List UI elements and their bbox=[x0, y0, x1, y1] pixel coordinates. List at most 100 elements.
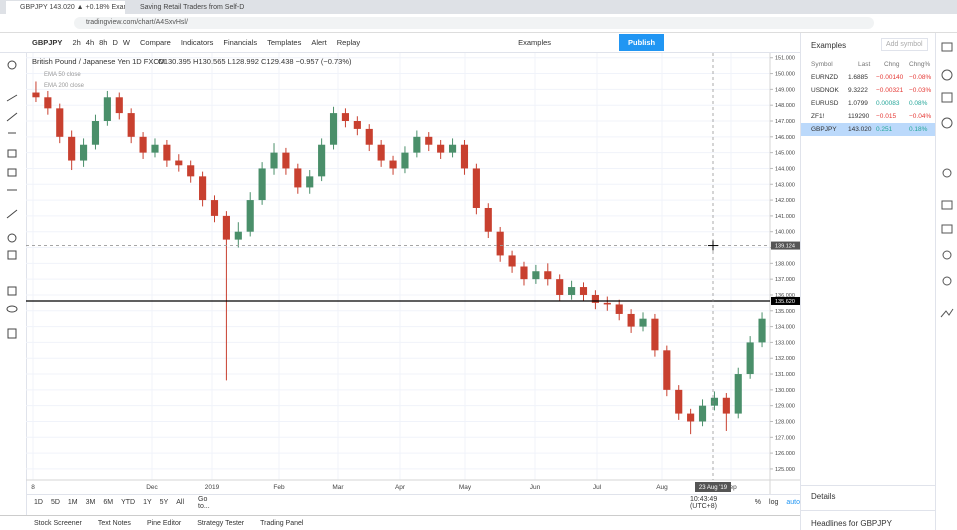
icon[interactable] bbox=[942, 276, 952, 286]
symbol[interactable]: GBPJPY bbox=[32, 38, 63, 47]
icon[interactable] bbox=[941, 224, 953, 234]
candle-body bbox=[377, 144, 385, 161]
watchlist-row[interactable]: EURUSD 1.0799 0.00083 0.08% bbox=[801, 97, 936, 110]
y-tick-label: 128.000 bbox=[775, 419, 795, 425]
add-symbol[interactable]: Add symbol bbox=[881, 38, 928, 51]
icon[interactable] bbox=[7, 60, 17, 70]
candle-body bbox=[460, 144, 469, 169]
candle-body bbox=[698, 405, 707, 422]
right-icons bbox=[935, 33, 957, 530]
scale-option[interactable]: % bbox=[754, 499, 762, 506]
chart: British Pound / Japanese Yen 1D FXCM O13… bbox=[26, 53, 800, 494]
icon[interactable] bbox=[941, 200, 953, 210]
y-tick-label: 141.000 bbox=[775, 214, 795, 220]
range[interactable]: 1D bbox=[34, 499, 43, 506]
watchlist-row[interactable]: ZF1! 119290 −0.015 −0.04% bbox=[801, 110, 936, 123]
bottom-tab[interactable]: Stock Screener bbox=[34, 519, 82, 527]
interval[interactable]: W bbox=[122, 38, 130, 47]
range[interactable]: 3M bbox=[85, 499, 96, 506]
toolbar-item[interactable]: Alert bbox=[311, 38, 327, 47]
candle-body bbox=[44, 97, 52, 109]
watchlist-cell: −0.00321 bbox=[876, 87, 904, 94]
icon[interactable] bbox=[941, 42, 953, 52]
toolbar-item[interactable]: Financials bbox=[223, 38, 258, 47]
candle-body bbox=[163, 144, 171, 161]
icon[interactable] bbox=[7, 168, 17, 177]
date-label-bg bbox=[695, 482, 731, 492]
interval[interactable]: 4h bbox=[85, 38, 95, 47]
icon[interactable] bbox=[942, 250, 952, 260]
bottom-tab[interactable]: Trading Panel bbox=[260, 519, 304, 527]
range[interactable]: 5Y bbox=[159, 499, 169, 506]
x-tick-label: Mar bbox=[332, 484, 344, 491]
range[interactable]: YTD bbox=[121, 499, 136, 506]
url-field[interactable] bbox=[74, 17, 874, 29]
bottom-tab[interactable]: Pine Editor bbox=[146, 519, 182, 527]
bottom-tab[interactable]: Strategy Tester bbox=[197, 519, 245, 527]
details[interactable]: Details bbox=[811, 492, 836, 501]
watchlist-row[interactable]: USDNOK 9.3222 −0.00321 −0.03% bbox=[801, 84, 936, 97]
candle-body bbox=[79, 144, 88, 161]
range[interactable]: 6M bbox=[103, 499, 114, 506]
candle-body bbox=[651, 318, 659, 351]
icon[interactable] bbox=[6, 94, 18, 102]
scale-option[interactable]: auto bbox=[786, 499, 800, 506]
icon[interactable] bbox=[6, 305, 18, 313]
icon[interactable] bbox=[941, 92, 953, 103]
y-tick-label: 138.000 bbox=[775, 261, 795, 267]
interval[interactable]: 2h bbox=[72, 38, 81, 47]
y-tick-label: 145.000 bbox=[775, 151, 795, 157]
candle-body bbox=[210, 200, 219, 216]
candle-body bbox=[639, 318, 647, 327]
headlines[interactable]: Headlines for GBPJPY bbox=[811, 519, 892, 528]
examples-button[interactable]: Examples bbox=[518, 38, 552, 47]
publish-button[interactable]: Publish bbox=[619, 34, 665, 51]
watchlist-title[interactable]: Examples bbox=[811, 41, 847, 50]
candle-body bbox=[579, 287, 588, 295]
watchlist-row[interactable]: EURNZD 1.6885 −0.00140 −0.08% bbox=[801, 71, 936, 84]
range[interactable]: 5D bbox=[50, 499, 60, 506]
toolbar-item[interactable]: Indicators bbox=[180, 38, 214, 47]
crosshair-date: 23 Aug '19 bbox=[699, 485, 728, 491]
interval[interactable]: 8h bbox=[99, 38, 108, 47]
interval[interactable]: D bbox=[112, 38, 118, 47]
candle-body bbox=[234, 231, 242, 240]
browser-tab[interactable]: GBPJPY 143.020 ▲ +0.18% Exan bbox=[6, 1, 125, 14]
candle-body bbox=[508, 255, 516, 267]
browser-tabs: GBPJPY 143.020 ▲ +0.18% Exan Saving Reta… bbox=[0, 0, 957, 14]
toolbar-item[interactable]: Compare bbox=[139, 38, 171, 47]
icon[interactable] bbox=[7, 233, 17, 243]
watchlist-cell: EURUSD bbox=[811, 100, 839, 107]
goto[interactable]: Go to... bbox=[198, 495, 210, 510]
icon[interactable] bbox=[7, 250, 17, 260]
icon[interactable] bbox=[942, 168, 952, 178]
bottom-tab[interactable]: Text Notes bbox=[97, 519, 131, 527]
candle-body bbox=[175, 160, 183, 166]
icon-strip bbox=[940, 42, 954, 318]
range[interactable]: All bbox=[176, 499, 185, 506]
icon[interactable] bbox=[941, 117, 953, 129]
icon[interactable] bbox=[6, 112, 18, 122]
icon[interactable] bbox=[940, 308, 954, 318]
candle-body bbox=[91, 121, 100, 145]
toolbar-item[interactable]: Templates bbox=[267, 38, 302, 47]
toolbar-item[interactable]: Replay bbox=[336, 38, 361, 47]
y-tick-label: 133.000 bbox=[775, 340, 795, 346]
candle-body bbox=[187, 165, 195, 177]
icon[interactable] bbox=[7, 286, 17, 296]
watchlist-row[interactable]: GBPJPY 143.020 0.251 0.18% bbox=[801, 123, 936, 136]
y-tick-label: 149.000 bbox=[775, 87, 795, 93]
browser-tab[interactable]: Saving Retail Traders from Self-D bbox=[140, 4, 245, 11]
range[interactable]: 1M bbox=[67, 499, 78, 506]
icon[interactable] bbox=[7, 149, 17, 158]
scale-option[interactable]: log bbox=[769, 499, 779, 506]
candle-body bbox=[294, 168, 302, 188]
icon[interactable] bbox=[941, 69, 953, 81]
candle-body bbox=[103, 97, 111, 122]
icon[interactable] bbox=[6, 209, 18, 219]
range[interactable]: 1Y bbox=[143, 499, 152, 506]
x-tick-label: May bbox=[459, 484, 472, 491]
icon[interactable] bbox=[7, 328, 17, 339]
price-label: 135.620 bbox=[775, 299, 795, 305]
indicator-label: EMA 50 close bbox=[44, 72, 81, 78]
